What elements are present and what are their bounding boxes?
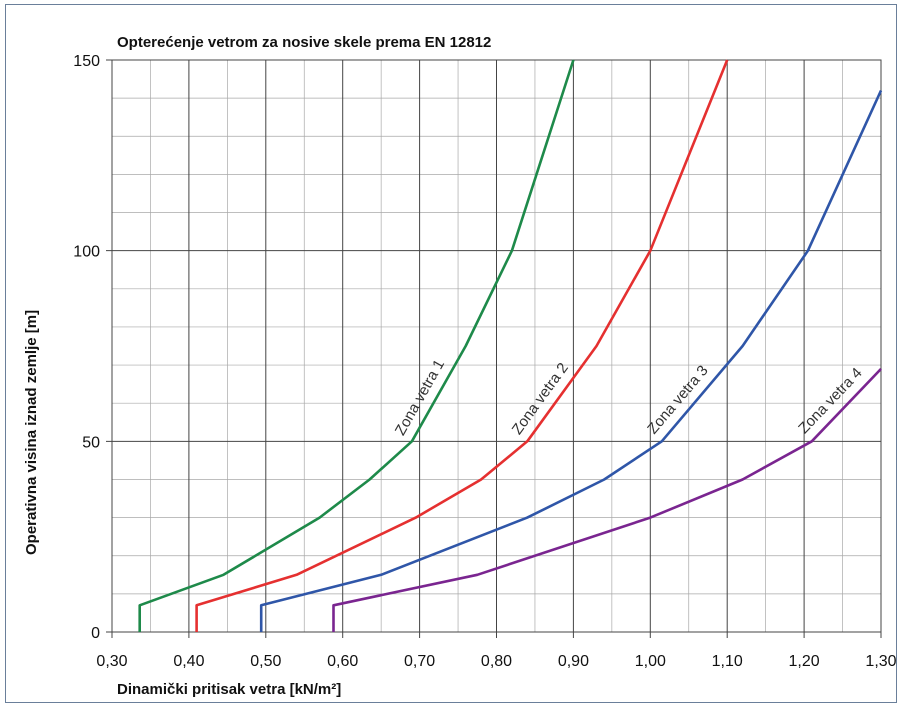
x-tick-label: 0,50 xyxy=(250,653,281,670)
series-line-zona-3 xyxy=(259,89,883,632)
series-line-zona-1 xyxy=(138,59,575,632)
x-tick-label: 0,60 xyxy=(327,653,358,670)
series-label-zona-3: Zona vetra 3 xyxy=(644,362,711,437)
x-tick-label: 1,00 xyxy=(635,653,666,670)
series-label-zona-4: Zona vetra 4 xyxy=(795,365,865,438)
x-axis-label: Dinamički pritisak vetra [kN/m²] xyxy=(117,681,341,698)
chart-frame xyxy=(5,4,897,703)
series-line-zona-4 xyxy=(332,368,882,632)
y-tick-label: 0 xyxy=(91,625,100,642)
plot-area-border xyxy=(111,59,882,633)
x-tick-label: 0,40 xyxy=(173,653,204,670)
x-tick-label: 0,90 xyxy=(558,653,589,670)
series-labels: Zona vetra 1 Zona vetra 2 Zona vetra 3 Zona… xyxy=(392,357,866,439)
series-label-zona-2: Zona vetra 2 xyxy=(509,360,572,438)
x-tick-label: 0,70 xyxy=(404,653,435,670)
chart-title: Opterećenje vetrom za nosive skele prema… xyxy=(117,34,491,51)
x-tick-label: 0,80 xyxy=(481,653,512,670)
y-tick-label: 50 xyxy=(82,434,100,451)
series-lines xyxy=(138,59,883,632)
x-tick-label: 1,30 xyxy=(865,653,896,670)
y-axis-label: Operativna visina iznad zemlje [m] xyxy=(23,310,40,555)
x-tick-labels: 0,30 0,40 0,50 0,60 0,70 0,80 0,90 1,00 1,10 1,20… xyxy=(96,653,896,670)
y-tick-label: 150 xyxy=(73,53,100,70)
series-line-zona-2 xyxy=(195,59,729,632)
y-tick-label: 100 xyxy=(73,244,100,261)
grid-major xyxy=(106,59,882,638)
x-tick-label: 0,30 xyxy=(96,653,127,670)
x-tick-label: 1,10 xyxy=(712,653,743,670)
x-tick-label: 1,20 xyxy=(789,653,820,670)
y-tick-labels: 0 50 100 150 xyxy=(73,53,100,642)
